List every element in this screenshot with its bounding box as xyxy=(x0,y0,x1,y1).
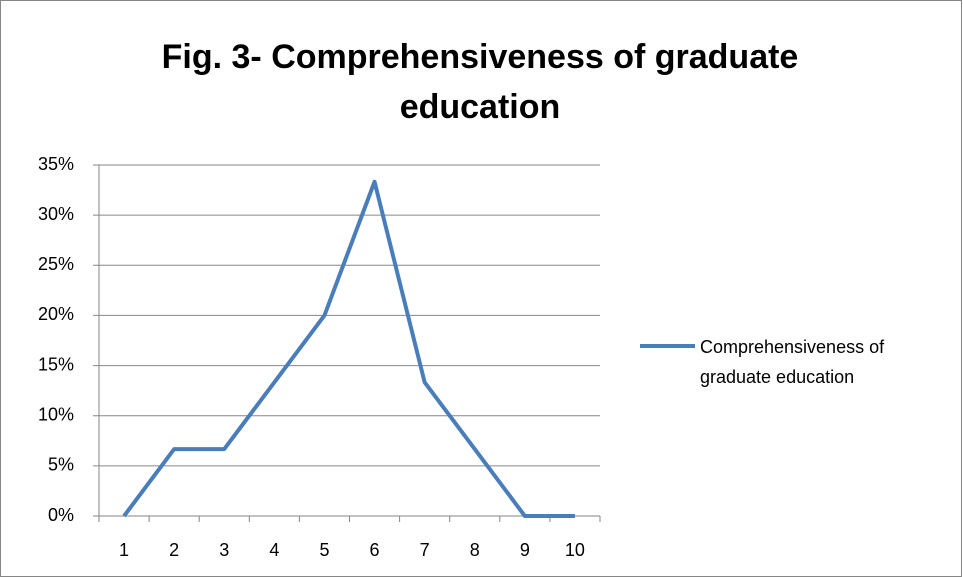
legend-label: Comprehensiveness of graduate education xyxy=(700,337,885,387)
y-tick-label: 30% xyxy=(38,204,74,224)
chart-title: Fig. 3- Comprehensiveness of graduate ed… xyxy=(161,38,799,126)
y-tick-label: 25% xyxy=(38,254,74,274)
y-tick-label: 0% xyxy=(48,505,74,525)
y-tick-label: 5% xyxy=(48,455,74,475)
x-tick-label: 5 xyxy=(319,540,329,560)
x-tick-label: 1 xyxy=(119,540,129,560)
x-tick-label: 3 xyxy=(219,540,229,560)
y-tick-label: 10% xyxy=(38,404,74,424)
y-tick-label: 35% xyxy=(38,154,74,174)
x-tick-label: 6 xyxy=(370,540,380,560)
x-tick-label: 4 xyxy=(269,540,279,560)
x-tick-label: 7 xyxy=(420,540,430,560)
x-tick-label: 9 xyxy=(520,540,530,560)
y-tick-label: 15% xyxy=(38,354,74,374)
series-line xyxy=(122,179,575,518)
y-tick-label: 20% xyxy=(38,304,74,324)
x-tick-label: 10 xyxy=(565,540,585,560)
x-tick-label: 8 xyxy=(470,540,480,560)
x-tick-label: 2 xyxy=(169,540,179,560)
